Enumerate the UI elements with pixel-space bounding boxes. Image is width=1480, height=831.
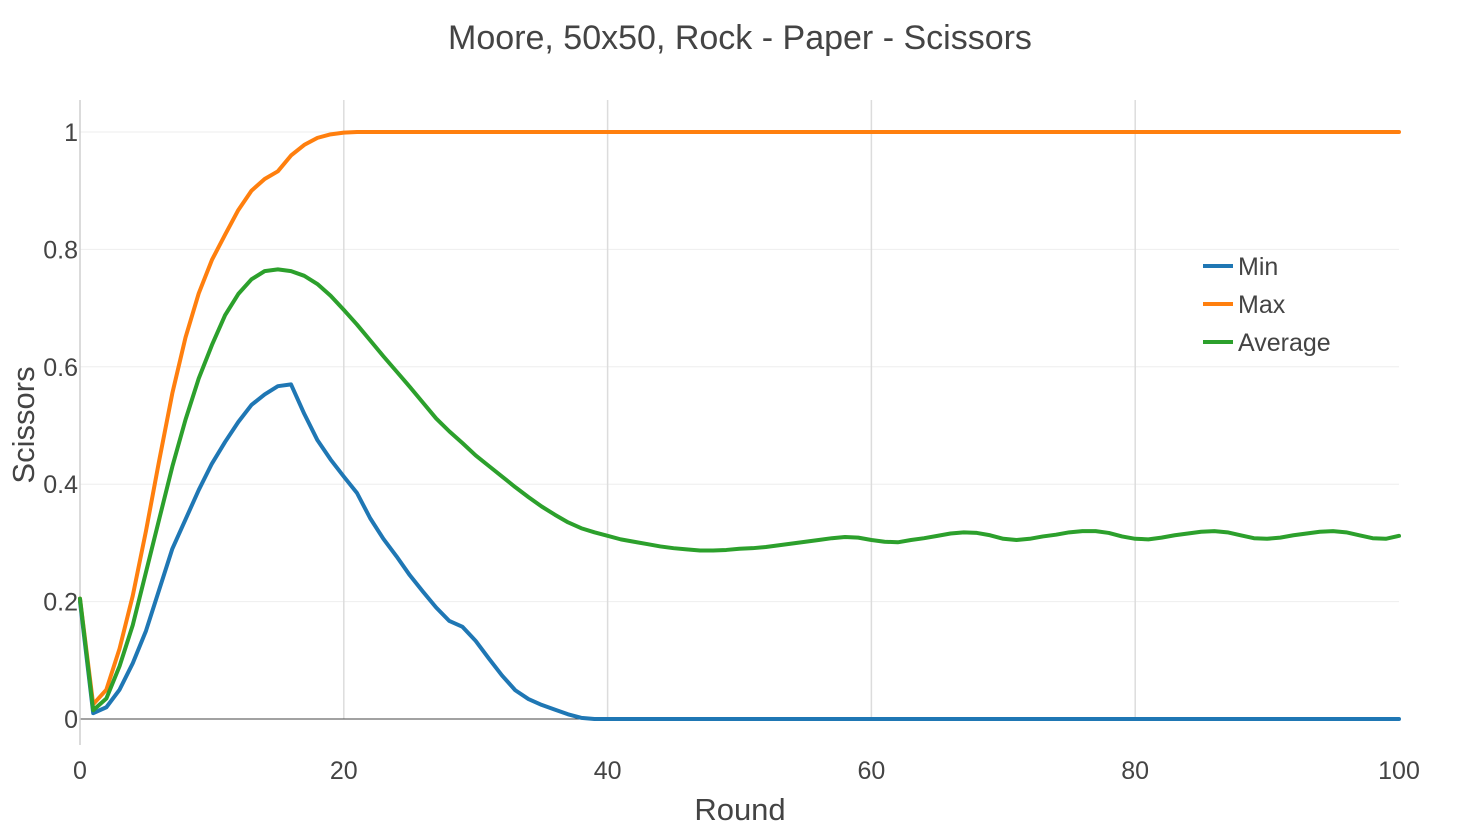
legend-label-max: Max — [1238, 291, 1286, 319]
x-tick-label: 80 — [1121, 757, 1149, 785]
grid — [80, 100, 1399, 719]
y-tick-label: 0.2 — [43, 589, 78, 617]
x-tick-label: 40 — [594, 757, 622, 785]
y-tick-label: 0.8 — [43, 236, 78, 264]
y-tick-label: 1 — [64, 119, 78, 147]
x-tick-label: 0 — [73, 757, 87, 785]
y-tick-label: 0.4 — [43, 471, 78, 499]
series-lines — [78, 130, 1401, 721]
x-tick-label: 100 — [1378, 757, 1420, 785]
y-axis-title: Scissors — [6, 366, 41, 483]
series-line-min — [78, 382, 1401, 721]
axes: 0 0.2 0.4 0.6 0.8 1 0 20 40 60 80 100 — [43, 100, 1420, 785]
x-tick-label: 60 — [857, 757, 885, 785]
y-tick-label: 0.6 — [43, 354, 78, 382]
series-line-max — [78, 130, 1401, 707]
legend: Min Max Average — [1203, 253, 1331, 357]
chart-title: Moore, 50x50, Rock - Paper - Scissors — [448, 19, 1032, 57]
x-axis-title: Round — [694, 792, 785, 827]
y-tick-label: 0 — [64, 706, 78, 734]
legend-label-min: Min — [1238, 253, 1278, 281]
legend-label-average: Average — [1238, 329, 1331, 357]
x-tick-label: 20 — [330, 757, 358, 785]
series-line-average — [78, 267, 1401, 713]
